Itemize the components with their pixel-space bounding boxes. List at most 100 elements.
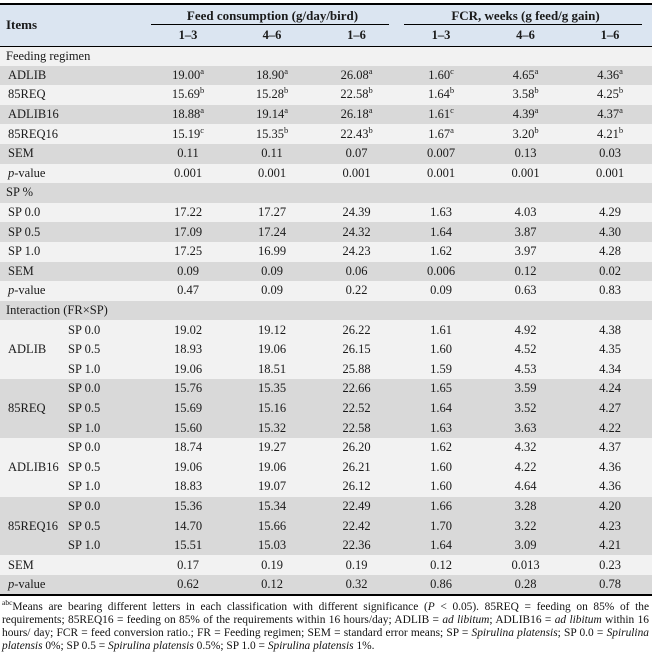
value-cell: 4.92 — [514, 322, 537, 337]
value-cell: 0.001 — [426, 165, 456, 180]
subcol-header-weeks-1-3: 1–3 — [146, 26, 231, 47]
value-cell: 18.83 — [173, 479, 203, 494]
value-cell: 0.83 — [599, 283, 621, 298]
value-cell: 22.66 — [342, 381, 371, 396]
row-sublabel: SP 1.0 — [68, 420, 101, 435]
significance-letter: b — [618, 85, 624, 96]
footnote-text: ad libitum — [442, 613, 490, 626]
table-row: p-value 0.001 0.001 0.001 0.001 0.001 0.001 — [0, 163, 652, 184]
footnote-text: Spirulina platensis — [108, 639, 194, 652]
footnote-text: 0.5%; SP 1.0 = — [193, 639, 268, 652]
value-cell: 0.001 — [257, 165, 287, 180]
value-cell: 1.70 — [430, 518, 452, 533]
fcr-group-header: FCR, weeks (g feed/g gain) — [399, 4, 652, 26]
value-cell: 4.30 — [599, 224, 621, 239]
value-cell: 1.63 — [430, 205, 452, 220]
value-cell: 1.66 — [430, 498, 452, 513]
table-row: ADLIB SP 0.0 19.02 19.12 26.22 1.61 4.92 4.38 — [0, 320, 652, 356]
value-cell: 15.19c — [172, 124, 204, 141]
value-cell: 0.11 — [177, 146, 199, 161]
row-label: SP 0.0 — [8, 205, 41, 220]
row-label: ADLIB — [8, 67, 47, 82]
value-cell: 19.12 — [257, 322, 287, 337]
value-cell: 1.63 — [430, 420, 452, 435]
value-cell: 17.27 — [257, 205, 287, 220]
value-cell: 26.18a — [340, 104, 373, 122]
value-cell: 0.06 — [345, 263, 368, 278]
value-cell: 14.70 — [173, 518, 203, 533]
table-row: 85REQ 15.69b 15.28b 22.58b 1.64b 3.58b 4.25b — [0, 85, 652, 105]
value-cell: 19.06 — [173, 459, 203, 474]
significance-letter: c — [450, 104, 454, 115]
value-cell: 4.27 — [599, 400, 621, 415]
significance-letter: a — [284, 65, 288, 76]
value-cell: 0.47 — [177, 283, 199, 298]
significance-letter: c — [200, 124, 204, 135]
row-group-label: 85REQ16 — [8, 518, 58, 533]
row-sublabel: SP 0.5 — [68, 342, 101, 357]
value-cell: 0.12 — [261, 576, 283, 591]
table-row: SP 0.5 19.06 19.06 26.21 1.60 4.22 4.36 — [0, 457, 652, 478]
value-cell: 26.08a — [340, 65, 373, 82]
table-header: Items Feed consumption (g/day/bird) FCR,… — [0, 4, 652, 47]
value-cell: 1.60 — [430, 342, 452, 357]
value-cell: 0.001 — [342, 165, 371, 180]
value-cell: 26.22 — [342, 322, 371, 337]
value-cell: 15.03 — [257, 538, 287, 553]
value-cell: 24.23 — [342, 244, 371, 259]
value-cell: 15.28b — [255, 85, 289, 102]
value-cell: 0.09 — [430, 283, 452, 298]
footnote-text: Spirulina platensis — [471, 626, 558, 639]
section-label: SP % — [6, 185, 33, 200]
value-cell: 1.60c — [428, 65, 454, 82]
row-label: ADLIB16 — [8, 107, 59, 122]
table-row: SEM 0.09 0.09 0.06 0.006 0.12 0.02 — [0, 261, 652, 282]
value-cell: 1.65 — [430, 381, 452, 396]
value-cell: 19.02 — [173, 322, 203, 337]
significance-letter: a — [534, 65, 539, 76]
significance-letter: a — [619, 65, 623, 76]
subcol-header-weeks-1-3: 1–3 — [399, 26, 484, 47]
value-cell: 1.61 — [430, 322, 452, 337]
value-cell: 18.88a — [172, 104, 204, 122]
value-cell: 4.38 — [599, 322, 621, 337]
value-cell: 22.58 — [342, 420, 371, 435]
value-cell: 19.07 — [257, 479, 287, 494]
footnote-text: Spirulina platensis — [267, 639, 354, 652]
value-cell: 4.23 — [599, 518, 621, 533]
value-cell: 18.51 — [257, 361, 287, 376]
value-cell: 1.64 — [430, 538, 452, 553]
row-sublabel: SP 1.0 — [68, 479, 101, 494]
footnote-text: P — [427, 600, 435, 613]
value-cell: 1.60 — [430, 479, 452, 494]
significance-letter: b — [368, 124, 373, 135]
row-sublabel: SP 1.0 — [68, 538, 101, 553]
value-cell: 19.06 — [257, 459, 287, 474]
value-cell: 25.88 — [342, 361, 371, 376]
footnote-text: Means are bearing different letters in e… — [12, 600, 428, 613]
value-cell: 22.42 — [342, 518, 371, 533]
significance-letter: a — [368, 65, 373, 76]
value-cell: 22.43b — [340, 124, 373, 141]
value-cell: 18.74 — [173, 440, 203, 455]
value-cell: 4.22 — [514, 459, 537, 474]
row-sublabel: SP 0.5 — [68, 400, 101, 415]
value-cell: 15.36 — [173, 498, 203, 513]
value-cell: 0.78 — [599, 576, 621, 591]
value-cell: 4.37 — [599, 440, 621, 455]
value-cell: 17.22 — [173, 205, 203, 220]
value-cell: 0.09 — [177, 263, 199, 278]
value-cell: 1.62 — [430, 244, 452, 259]
value-cell: 0.12 — [514, 263, 537, 278]
value-cell: 15.60 — [173, 420, 203, 435]
value-cell: 24.32 — [342, 224, 371, 239]
value-cell: 18.93 — [173, 342, 203, 357]
value-cell: 0.09 — [261, 263, 283, 278]
table-row: SP 1.0 17.25 16.99 24.23 1.62 3.97 4.28 — [0, 241, 652, 262]
value-cell: 3.63 — [514, 420, 537, 435]
section-row: Feeding regimen — [0, 46, 652, 66]
value-cell: 0.19 — [261, 557, 283, 572]
row-label: 85REQ16 — [8, 126, 58, 141]
value-cell: 4.64 — [514, 479, 537, 494]
value-cell: 15.69 — [173, 400, 203, 415]
